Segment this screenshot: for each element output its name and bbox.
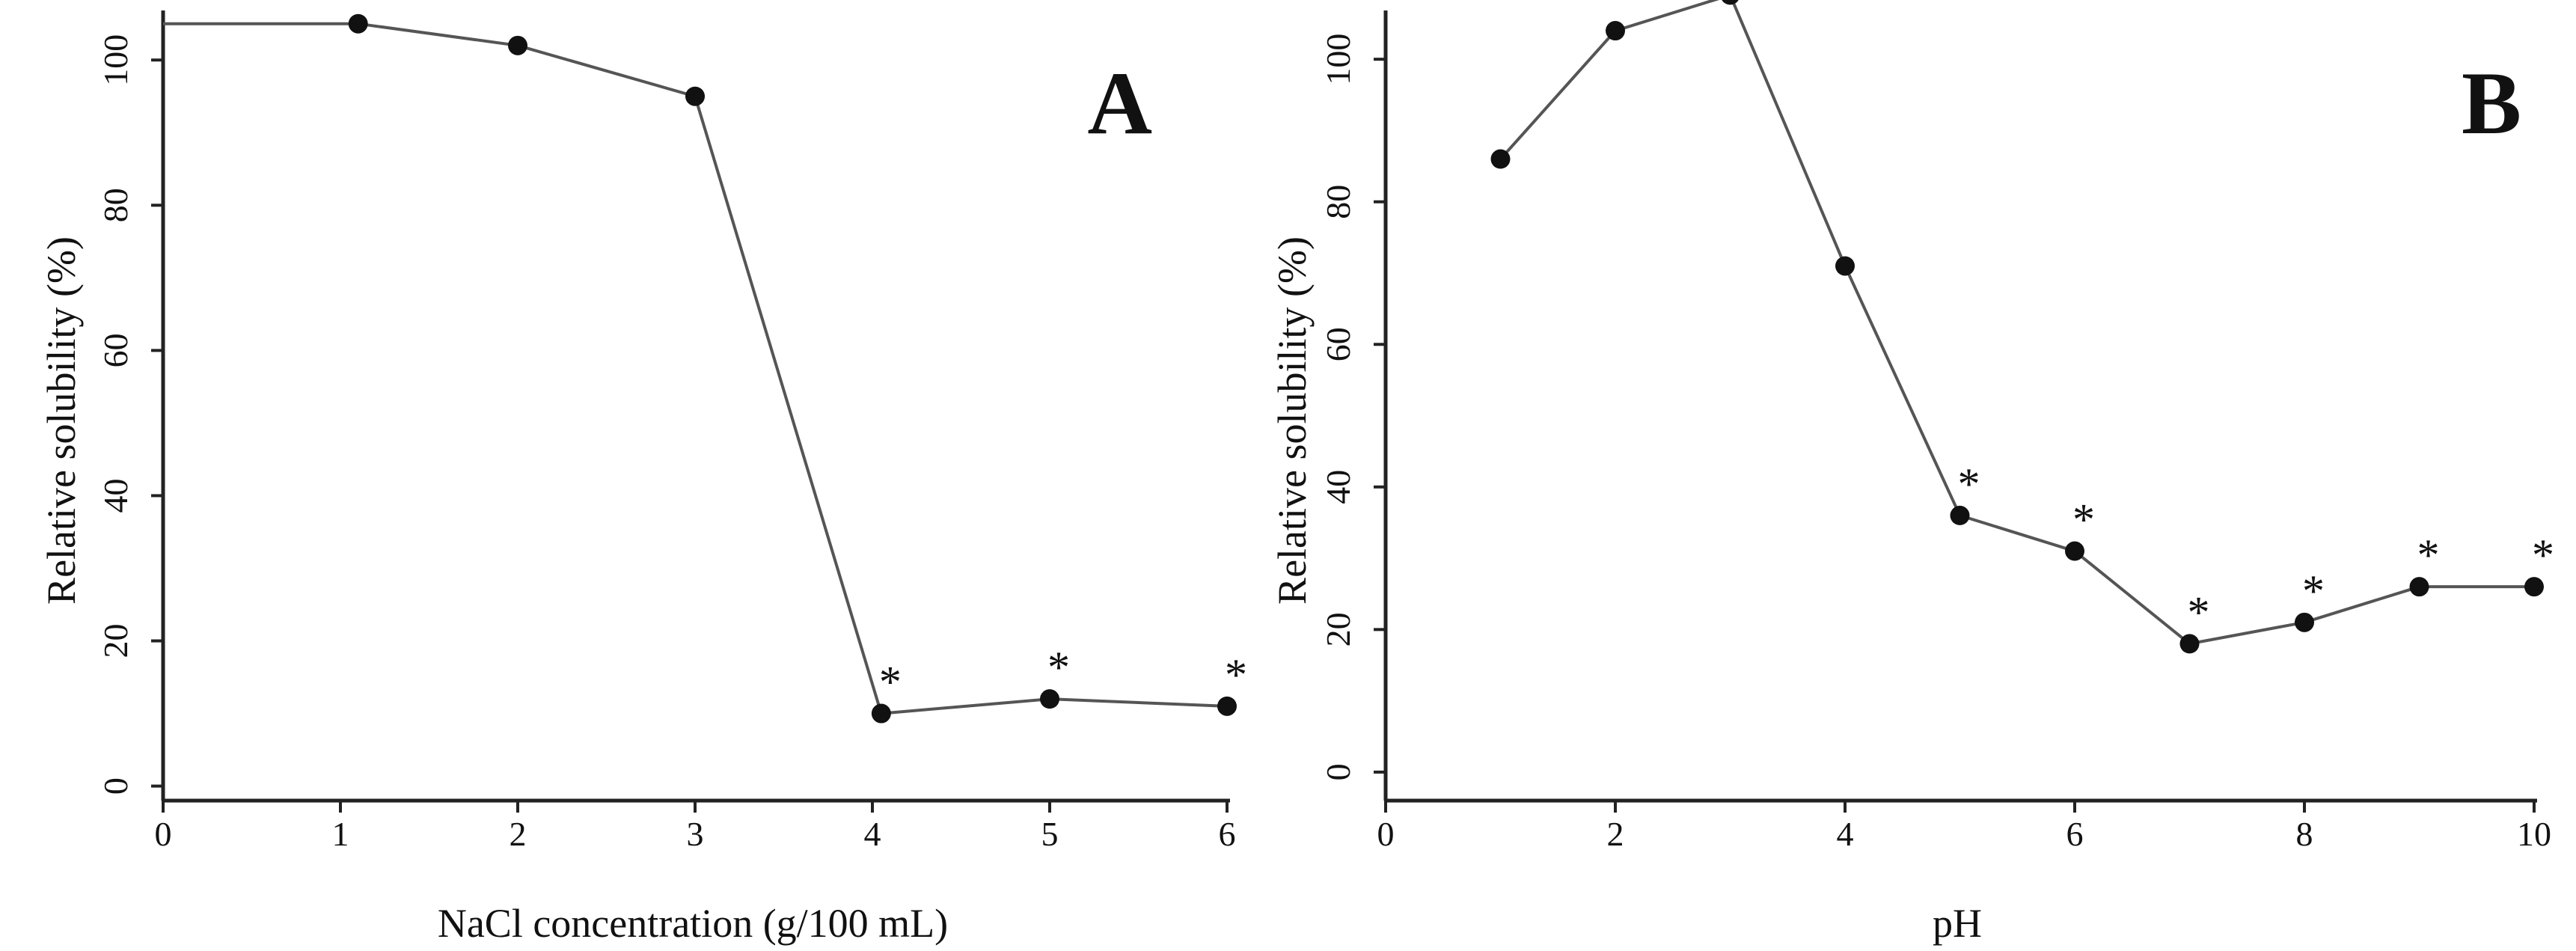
panel-a-data-point [871,703,891,724]
panel-b-significance-star: * [2188,587,2210,637]
panel-b-data-point [2295,612,2314,632]
panel-a-data-point [1217,696,1237,716]
panel-a-y-tick-label: 80 [97,188,135,222]
panel-a-significance-star: * [1047,643,1070,692]
panel-b-x-tick-label: 0 [1377,815,1395,853]
panel-b-data-point [1722,0,1739,5]
chart-panel-a: A NaCl concentration (g/100 mL) Relative… [39,10,1247,946]
panel-b-label: B [2462,53,2521,153]
panel-a-y-tick-label: 60 [97,333,135,367]
panel-b-data-point [2409,577,2429,597]
panel-b-significance-star: * [2302,566,2325,616]
panel-a-x-tick-label: 6 [1219,815,1236,853]
panel-b-x-tick-label: 4 [1837,815,1854,853]
panel-b-significance-star: * [1958,459,1980,509]
panel-a-data-point [1040,689,1059,709]
panel-b-x-tick-label: 8 [2296,815,2313,853]
panel-b-significance-star: * [2532,530,2554,580]
panel-b-y-tick-label: 80 [1319,185,1357,219]
panel-a-y-tick-label: 0 [97,777,135,795]
panel-a-y-tick-label: 20 [97,624,135,658]
panel-b-y-tick-label: 40 [1319,470,1357,504]
panel-b-y-tick-label: 60 [1319,327,1357,361]
panel-a-x-tick-label: 1 [332,815,349,853]
panel-b-data-point [2179,634,2200,654]
panel-a-y-tick-label: 40 [97,478,135,513]
panel-b-data-point [1835,256,1855,276]
panel-b-significance-star: * [2417,530,2440,580]
panel-b-x-tick-label: 10 [2517,815,2551,853]
panel-b-x-tick-label: 2 [1607,815,1624,853]
panel-b-data-point [1490,149,1511,169]
panel-b-data-point [1606,21,1625,41]
panel-b-significance-star: * [2072,495,2095,545]
panel-b-y-tick-label: 20 [1319,612,1357,646]
panel-a-series-line [163,22,1228,715]
panel-a-x-tick-label: 4 [864,815,881,853]
panel-b-data-point [2065,541,2084,561]
panel-a-significance-star: * [879,658,902,707]
panel-a-data-point [685,86,705,106]
panel-b-y-tick-label: 100 [1319,34,1357,85]
panel-a-data-point [348,13,368,34]
panel-b-x-tick-label: 6 [2066,815,2084,853]
panel-a-x-tick-label: 2 [510,815,527,853]
panel-a-label: A [1087,53,1152,153]
panel-a-y-axis-label: Relative solubility (%) [39,236,84,605]
panel-b-y-axis-label: Relative solubility (%) [1270,236,1315,605]
panel-a-x-tick-label: 5 [1041,815,1059,853]
panel-b-x-axis-label: pH [1933,901,1982,946]
panel-b-data-point [1950,505,1970,525]
panel-a-x-tick-label: 3 [687,815,704,853]
panel-a-significance-star: * [1225,650,1247,700]
panel-a-y-tick-label: 100 [97,34,135,86]
panel-a-data-point [508,35,527,55]
panel-b-data-point [2524,577,2544,597]
chart-panel-b: B pH Relative solubility (%) 0 2 4 6 8 100204… [1270,0,2554,946]
panel-a-x-tick-label: 0 [155,815,172,853]
panel-a-x-axis-label: NaCl concentration (g/100 mL) [438,901,948,946]
panel-b-y-tick-label: 0 [1319,763,1357,780]
panel-b-series-line [1499,0,2534,646]
